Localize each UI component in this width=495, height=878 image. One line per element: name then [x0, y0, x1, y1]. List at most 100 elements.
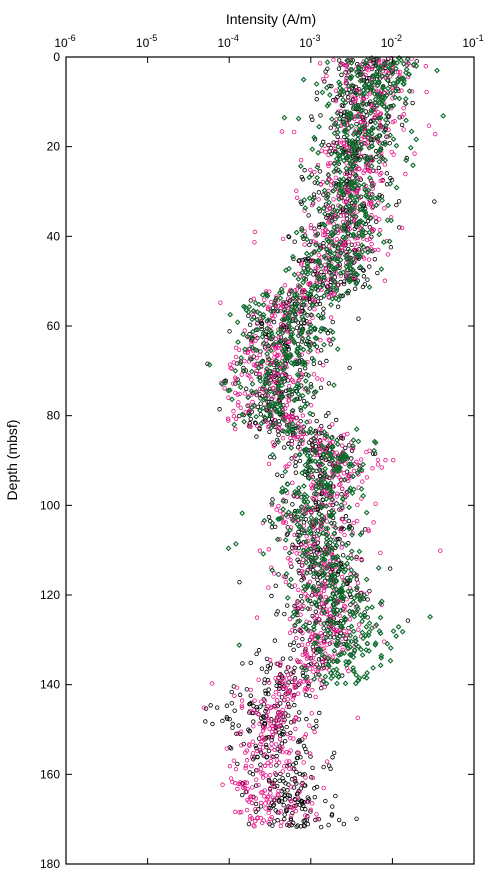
data-point [259, 699, 264, 704]
data-point [359, 652, 366, 658]
data-point [281, 787, 286, 792]
data-point [313, 444, 319, 449]
data-point [347, 365, 352, 371]
data-point [307, 629, 313, 634]
data-point [235, 339, 241, 345]
data-point [323, 149, 328, 155]
data-point [278, 325, 284, 330]
data-point [342, 519, 347, 525]
data-point [327, 559, 332, 564]
data-point [320, 221, 327, 228]
data-point [390, 119, 396, 125]
data-point [308, 225, 314, 231]
data-point [321, 764, 326, 770]
data-point [331, 97, 336, 103]
data-point [337, 566, 343, 573]
data-point [280, 707, 285, 713]
data-point [266, 800, 272, 805]
data-point [365, 140, 370, 145]
data-point [312, 590, 317, 596]
data-point [311, 239, 316, 244]
data-point [258, 804, 264, 809]
data-point [310, 300, 315, 305]
data-point [314, 718, 319, 724]
data-point [294, 188, 299, 194]
data-point [280, 473, 285, 479]
data-point [332, 461, 337, 466]
data-point [358, 467, 365, 473]
data-point [375, 136, 380, 142]
data-point [327, 270, 332, 275]
data-point [237, 384, 244, 391]
data-point [335, 245, 341, 252]
data-point [348, 623, 355, 630]
data-point [352, 242, 358, 247]
data-point [265, 399, 270, 405]
data-point [307, 347, 314, 354]
data-point [225, 545, 232, 552]
data-point [363, 623, 370, 630]
data-point [284, 532, 290, 537]
data-point [286, 793, 291, 798]
data-point [336, 115, 343, 122]
data-point [285, 672, 291, 678]
data-point [389, 55, 394, 61]
data-point [290, 697, 295, 702]
data-point [254, 783, 259, 788]
data-point [358, 107, 364, 114]
data-point [258, 359, 265, 366]
data-point [301, 540, 306, 545]
data-point [269, 525, 275, 530]
data-point [267, 726, 272, 732]
data-point [387, 657, 394, 664]
data-point [326, 337, 332, 342]
data-point [384, 217, 391, 224]
data-point [268, 299, 274, 305]
data-point [280, 520, 286, 525]
data-point [300, 557, 306, 563]
data-point [258, 704, 263, 709]
data-point [317, 431, 322, 436]
data-point [246, 411, 253, 418]
data-point [281, 802, 286, 808]
data-point [396, 95, 403, 102]
data-point [314, 418, 319, 424]
data-point [288, 816, 294, 821]
data-point [291, 719, 297, 725]
data-point [340, 486, 345, 491]
data-point [376, 89, 382, 94]
data-point [217, 407, 222, 412]
data-point [346, 504, 353, 511]
data-point [361, 181, 367, 188]
data-point [251, 823, 256, 828]
data-point [321, 626, 326, 631]
data-point [356, 548, 363, 555]
data-point [397, 69, 403, 75]
data-point [271, 803, 276, 808]
data-point [386, 238, 393, 245]
data-point [339, 492, 344, 497]
data-point [329, 584, 336, 591]
data-point [385, 120, 390, 125]
data-point [257, 391, 262, 397]
data-point [363, 509, 370, 516]
data-point [340, 632, 346, 639]
data-point [317, 61, 323, 66]
data-point [359, 141, 365, 148]
data-point [264, 350, 270, 357]
data-point [337, 169, 343, 175]
data-point [326, 513, 333, 519]
data-point [274, 702, 280, 707]
data-point [355, 502, 360, 508]
data-point [353, 96, 358, 102]
data-point [324, 541, 331, 548]
data-point [292, 239, 297, 244]
data-point [273, 346, 278, 351]
data-point [319, 461, 326, 468]
data-point [284, 724, 289, 730]
data-point [359, 557, 364, 562]
data-point [287, 630, 293, 636]
data-point [308, 239, 314, 244]
data-point [339, 574, 345, 580]
data-point [232, 375, 238, 380]
